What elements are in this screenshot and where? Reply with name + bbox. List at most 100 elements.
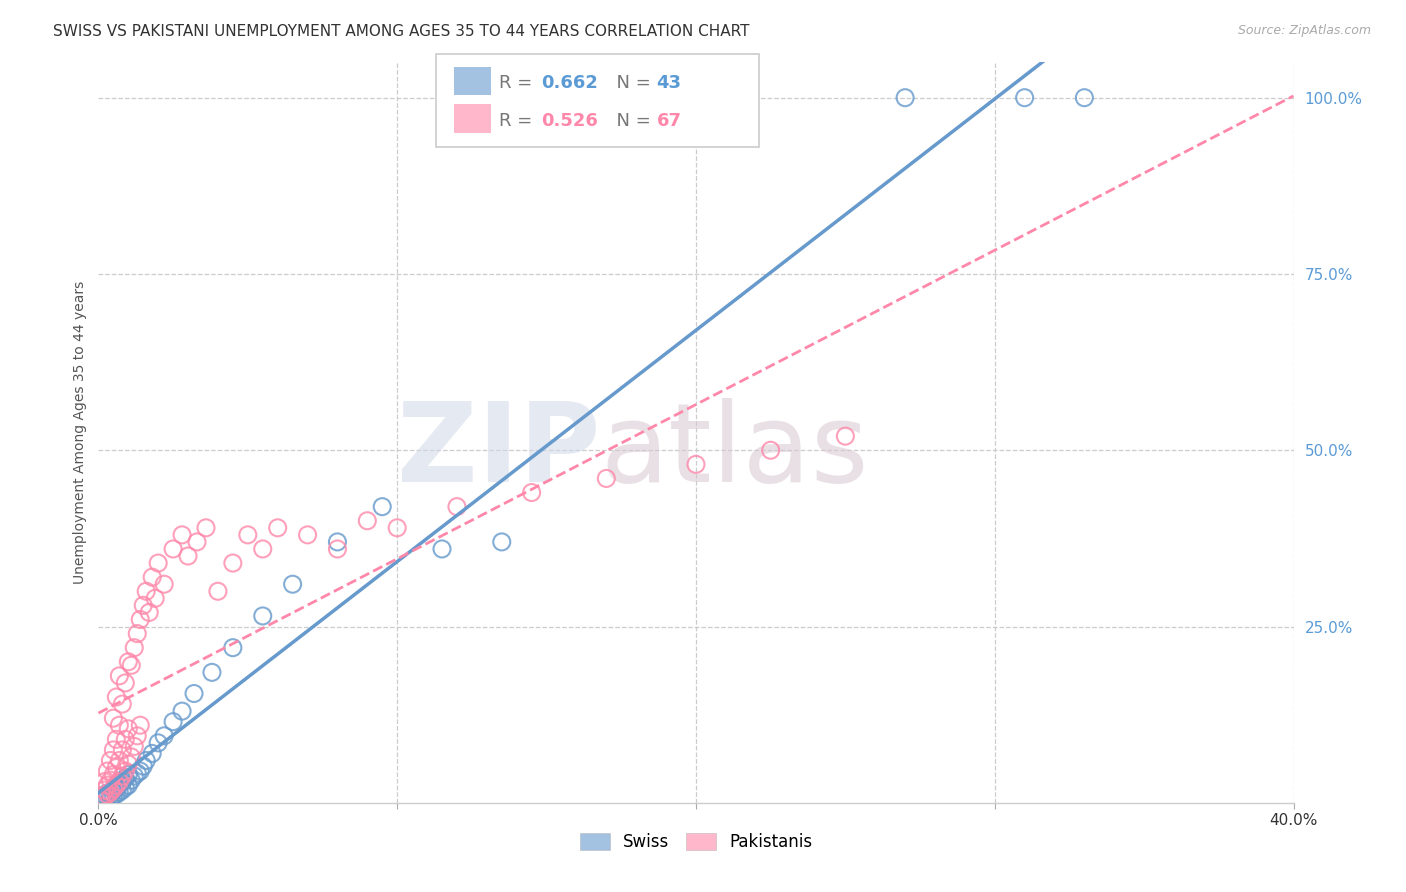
Point [96, 788, 118, 802]
Point [93, 792, 115, 806]
Point [195, 521, 218, 535]
Text: N =: N = [605, 112, 657, 129]
Y-axis label: Unemployment Among Ages 35 to 44 years: Unemployment Among Ages 35 to 44 years [73, 281, 87, 584]
Point [135, 754, 157, 768]
Point [111, 783, 134, 797]
Text: ZIP: ZIP [396, 398, 600, 505]
Point [120, 750, 142, 764]
Point [108, 785, 131, 799]
Text: 43: 43 [657, 74, 682, 92]
Point [143, 591, 166, 606]
Point [252, 541, 274, 556]
Point [98, 788, 122, 802]
Point [96, 778, 118, 792]
Point [98, 785, 122, 799]
Point [222, 556, 245, 570]
Point [141, 570, 163, 584]
Legend: Swiss, Pakistanis: Swiss, Pakistanis [574, 826, 818, 857]
Point [120, 773, 142, 788]
Point [1073, 91, 1095, 105]
Point [138, 606, 160, 620]
Point [132, 599, 155, 613]
Point [114, 771, 136, 785]
Point [114, 676, 136, 690]
Point [103, 767, 125, 781]
Point [103, 743, 125, 757]
Point [153, 577, 176, 591]
Point [135, 584, 157, 599]
Point [117, 757, 139, 772]
Point [108, 774, 131, 789]
Point [111, 774, 134, 789]
Point [1014, 91, 1036, 105]
Point [114, 764, 136, 778]
Point [148, 736, 170, 750]
Point [222, 640, 245, 655]
Point [117, 778, 139, 792]
Point [111, 743, 134, 757]
Point [117, 767, 139, 781]
Point [326, 535, 349, 549]
Point [96, 790, 118, 805]
Point [141, 747, 163, 761]
Point [177, 549, 200, 563]
Point [90, 794, 112, 808]
Point [93, 774, 115, 789]
Point [103, 789, 125, 803]
Point [127, 766, 149, 780]
Point [105, 690, 128, 704]
Point [120, 658, 142, 673]
Point [98, 773, 122, 788]
Point [162, 714, 184, 729]
Point [520, 485, 543, 500]
Point [105, 781, 128, 796]
Point [172, 704, 194, 718]
Point [105, 788, 128, 802]
Text: R =: R = [499, 74, 538, 92]
Text: 0.662: 0.662 [541, 74, 598, 92]
Text: atlas: atlas [600, 398, 869, 505]
Text: N =: N = [605, 74, 657, 92]
Point [111, 697, 134, 711]
Point [129, 764, 152, 778]
Point [201, 665, 224, 680]
Point [93, 783, 115, 797]
Point [148, 556, 170, 570]
Point [98, 791, 122, 805]
Point [207, 584, 229, 599]
Point [90, 791, 112, 805]
Point [430, 541, 453, 556]
Point [114, 780, 136, 795]
Point [127, 626, 149, 640]
Point [894, 91, 917, 105]
Point [326, 541, 349, 556]
Point [117, 655, 139, 669]
Point [108, 718, 131, 732]
Point [124, 739, 146, 754]
Point [183, 686, 205, 700]
Point [124, 640, 146, 655]
Point [162, 541, 184, 556]
Point [96, 764, 118, 778]
Point [371, 500, 394, 514]
Point [105, 732, 128, 747]
Point [252, 609, 274, 624]
Point [127, 729, 149, 743]
Text: Source: ZipAtlas.com: Source: ZipAtlas.com [1237, 24, 1371, 37]
Point [129, 718, 152, 732]
Point [267, 521, 290, 535]
Point [93, 790, 115, 805]
Point [172, 528, 194, 542]
Point [356, 514, 378, 528]
Point [103, 783, 125, 797]
Point [595, 471, 617, 485]
Text: SWISS VS PAKISTANI UNEMPLOYMENT AMONG AGES 35 TO 44 YEARS CORRELATION CHART: SWISS VS PAKISTANI UNEMPLOYMENT AMONG AG… [53, 24, 749, 39]
Text: R =: R = [499, 112, 538, 129]
Point [103, 781, 125, 796]
Point [446, 500, 468, 514]
Point [124, 769, 146, 783]
Point [186, 535, 208, 549]
Point [90, 793, 112, 807]
Point [108, 754, 131, 768]
Point [105, 760, 128, 774]
